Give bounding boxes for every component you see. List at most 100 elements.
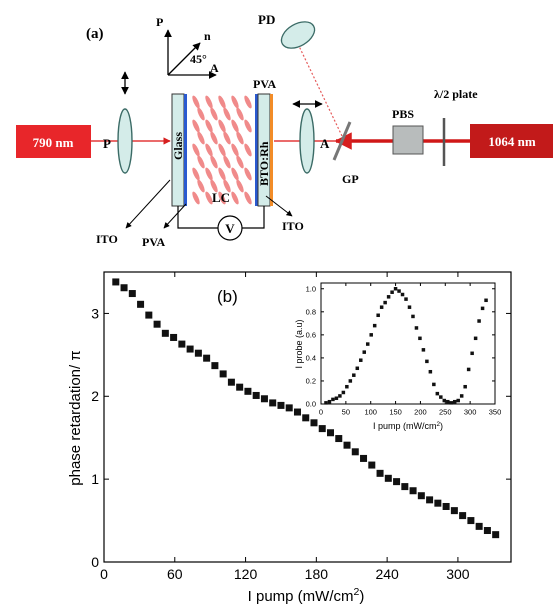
- data-point: [186, 345, 194, 353]
- data-point: [428, 369, 433, 374]
- data-point: [484, 298, 488, 303]
- data-point: [477, 319, 481, 323]
- lc-molecule: [223, 107, 231, 121]
- data-point: [449, 401, 454, 405]
- data-point: [446, 399, 450, 404]
- lc-molecule: [218, 167, 226, 181]
- x-tick-label: 0: [100, 566, 108, 582]
- data-point: [426, 496, 434, 504]
- data-point: [260, 395, 268, 403]
- data-point: [170, 333, 178, 341]
- data-point: [334, 396, 339, 400]
- data-point: [362, 350, 367, 354]
- data-point: [351, 448, 359, 456]
- data-point: [439, 395, 443, 399]
- analyzer-label: A: [320, 136, 330, 151]
- data-point: [369, 333, 373, 337]
- data-point: [348, 379, 353, 383]
- lc-molecule: [231, 95, 239, 109]
- data-point: [417, 492, 425, 500]
- lc-molecule: [192, 191, 200, 205]
- data-point: [376, 469, 384, 477]
- data-point: [475, 522, 483, 530]
- data-point: [194, 349, 202, 357]
- lc-molecule: [210, 107, 218, 121]
- polarizer: P: [103, 71, 133, 174]
- data-point: [236, 383, 244, 391]
- lc-molecule: [218, 119, 226, 133]
- lc-molecule: [244, 167, 252, 181]
- voltage-circuit: V ITO PVA ITO: [96, 179, 304, 249]
- data-point: [338, 394, 342, 398]
- lc-molecule: [236, 179, 244, 193]
- x-tick-label: 0: [319, 408, 323, 417]
- polarizer-label: P: [103, 136, 111, 151]
- lc-molecule: [218, 95, 226, 109]
- data-point: [425, 359, 429, 364]
- pbs-cube: [392, 125, 424, 155]
- polarization-axes: P n A 45°: [156, 15, 219, 79]
- lc-molecule: [205, 143, 213, 157]
- data-point: [414, 326, 419, 330]
- pva-top-label: PVA: [253, 77, 276, 91]
- data-point: [269, 399, 277, 407]
- data-point: [128, 290, 136, 298]
- data-point: [411, 314, 415, 319]
- source-790-box: [16, 125, 91, 158]
- y-tick-label: 0.8: [306, 307, 316, 316]
- data-point: [359, 358, 363, 362]
- lc-molecule: [210, 131, 218, 145]
- voltage-label: V: [225, 221, 235, 236]
- lc-molecule: [192, 95, 200, 109]
- data-point: [365, 342, 370, 346]
- data-point: [112, 278, 120, 286]
- data-point: [368, 461, 376, 469]
- gp-label: GP: [342, 172, 359, 186]
- main-x-axis-label: I pump (mW/cm2): [248, 586, 365, 605]
- y-tick-label: 0.4: [306, 354, 316, 363]
- lc-molecule: [236, 107, 244, 121]
- panel-a-label: (a): [86, 26, 104, 42]
- schematic-panel: (a) P n A 45° 790 nm 1064 nm P: [16, 12, 553, 249]
- main-chart: 0 60 120 180 240 300 0 1 2 3 (b) I pump (mW/cm2)…: [67, 271, 512, 605]
- data-point: [480, 306, 485, 311]
- inset-series: [324, 287, 488, 405]
- axis-a-label: A: [210, 61, 219, 75]
- data-point: [345, 384, 349, 389]
- main-plot-frame: [103, 271, 512, 563]
- data-point: [459, 512, 467, 520]
- data-point: [384, 474, 392, 482]
- x-tick-label: 60: [167, 566, 183, 582]
- x-tick-label: 150: [389, 408, 402, 417]
- data-point: [442, 398, 447, 403]
- data-point: [137, 300, 145, 308]
- x-tick-label: 180: [305, 566, 329, 582]
- data-point: [452, 399, 457, 404]
- y-tick-label: 0.0: [306, 400, 316, 409]
- data-point: [393, 478, 401, 486]
- pd-label: PD: [258, 12, 275, 27]
- data-point: [211, 362, 219, 370]
- main-x-ticks: 0 60 120 180 240 300: [100, 272, 470, 582]
- data-point: [467, 517, 475, 525]
- lc-molecule: [218, 191, 226, 205]
- data-point: [456, 398, 460, 403]
- data-point: [310, 419, 318, 427]
- inset-plot-frame: [320, 282, 496, 405]
- lc-molecule: [210, 155, 218, 169]
- lc-molecule: [192, 167, 200, 181]
- data-point: [473, 336, 478, 341]
- data-point: [435, 391, 440, 396]
- lc-molecule: [223, 155, 231, 169]
- main-panel-label: (b): [217, 287, 238, 306]
- lc-molecule: [218, 143, 226, 157]
- data-point: [434, 499, 442, 507]
- lc-molecule: [223, 179, 231, 193]
- source-1064-label: 1064 nm: [488, 134, 535, 149]
- y-tick-label: 3: [91, 305, 99, 321]
- y-tick-label: 0.6: [306, 330, 316, 339]
- source-1064-box: [470, 124, 553, 158]
- glass-label: Glass: [171, 132, 185, 160]
- data-point: [161, 329, 169, 337]
